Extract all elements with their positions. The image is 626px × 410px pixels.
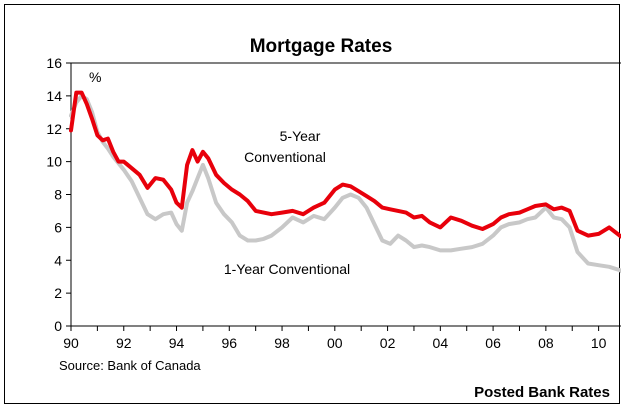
source-note: Source: Bank of Canada <box>59 358 201 373</box>
series-label-5yr-line2: Conventional <box>244 149 326 165</box>
x-tick-label: 98 <box>274 335 290 351</box>
y-tick-label: 8 <box>54 187 62 203</box>
y-tick-label: 4 <box>54 252 62 268</box>
x-tick-label: 94 <box>169 335 185 351</box>
chart-frame: Mortgage Rates % 0 2 4 6 8 10 12 14 16 90 92 94 96 9… <box>4 4 621 404</box>
x-tick-label: 08 <box>538 335 554 351</box>
y-tick-label: 6 <box>54 219 62 235</box>
y-axis-ticks: 0 2 4 6 8 10 12 14 16 <box>46 55 71 334</box>
chart-title: Mortgage Rates <box>250 36 393 57</box>
series-line-1-year <box>69 93 621 274</box>
x-axis-ticks: 90 92 94 96 98 00 02 04 06 08 10 <box>63 326 607 351</box>
footer-label: Posted Bank Rates <box>474 384 610 401</box>
x-tick-label: 00 <box>327 335 343 351</box>
y-tick-label: 12 <box>46 121 62 137</box>
x-tick-label: 10 <box>591 335 607 351</box>
y-tick-label: 14 <box>46 88 62 104</box>
y-tick-label: 10 <box>46 154 62 170</box>
x-tick-label: 06 <box>485 335 501 351</box>
x-tick-label: 92 <box>116 335 132 351</box>
x-tick-label: 04 <box>433 335 449 351</box>
y-axis-unit: % <box>89 69 101 85</box>
x-tick-label: 90 <box>63 335 79 351</box>
x-tick-label: 02 <box>380 335 396 351</box>
y-tick-label: 0 <box>54 318 62 334</box>
y-tick-label: 16 <box>46 55 62 71</box>
series-label-5yr-line1: 5-Year <box>280 128 321 144</box>
series-lines <box>69 90 621 274</box>
y-tick-label: 2 <box>54 285 62 301</box>
series-line-5-year <box>69 90 621 239</box>
x-tick-label: 96 <box>221 335 237 351</box>
series-label-1yr: 1-Year Conventional <box>224 261 350 277</box>
